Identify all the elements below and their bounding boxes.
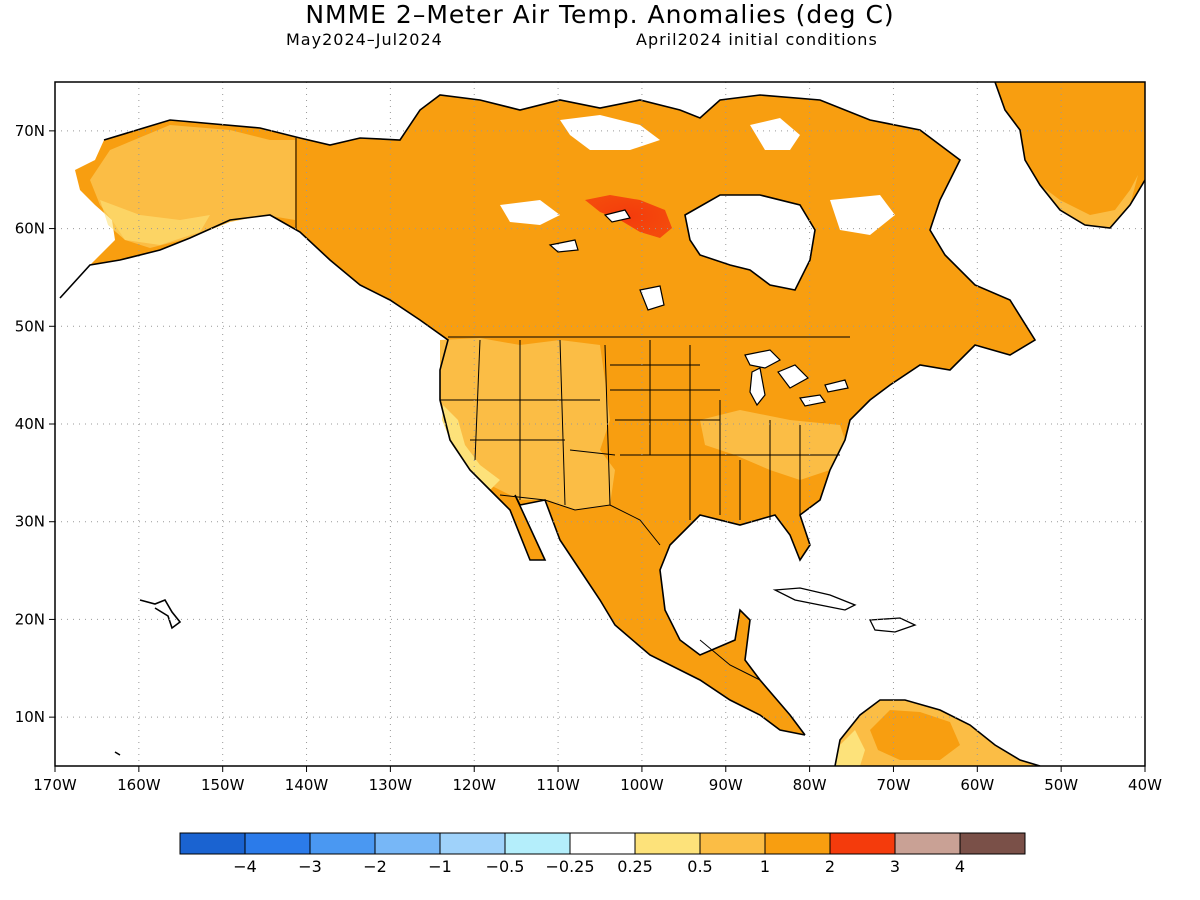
gulf-of-mexico	[665, 515, 795, 610]
longitude-label: 140W	[285, 776, 329, 794]
latitude-label: 50N	[15, 317, 45, 335]
colorbar-label: 3	[890, 857, 900, 876]
colorbar-swatch	[244, 832, 311, 855]
colorbar-label: 4	[955, 857, 965, 876]
latitude-label: 10N	[15, 708, 45, 726]
longitude-label: 150W	[201, 776, 245, 794]
colorbar-label: −0.25	[545, 857, 594, 876]
colorbar-swatch	[764, 832, 831, 855]
colorbar-label: −0.5	[486, 857, 525, 876]
chart-title: NMME 2–Meter Air Temp. Anomalies (deg C)	[305, 0, 895, 29]
forecast-period: May2024–Jul2024	[286, 30, 443, 49]
longitude-label: 70W	[877, 776, 911, 794]
arctic-gap	[560, 115, 660, 150]
arctic-gap	[750, 118, 800, 150]
greenland-edge-zone	[1040, 175, 1138, 228]
colorbar-swatch	[959, 832, 1026, 855]
latitude-label: 70N	[15, 122, 45, 140]
longitude-label: 160W	[117, 776, 161, 794]
longitude-label: 50W	[1044, 776, 1078, 794]
latitude-label: 40N	[15, 415, 45, 433]
colorbar-swatch	[569, 832, 636, 855]
labrador-gap	[830, 195, 895, 235]
colorbar-label: −4	[233, 857, 257, 876]
alaska-faint-zone	[100, 200, 210, 245]
latitude-label: 20N	[15, 610, 45, 628]
political-boundaries	[295, 138, 850, 681]
arctic-gap	[500, 200, 560, 225]
longitude-label: 100W	[620, 776, 664, 794]
colorbar-swatch	[374, 832, 441, 855]
longitude-label: 170W	[33, 776, 77, 794]
latitude-label: 30N	[15, 513, 45, 531]
colorbar-swatch	[829, 832, 896, 855]
longitude-label: 90W	[709, 776, 743, 794]
colorbar-swatch	[894, 832, 961, 855]
south-america-core	[870, 710, 960, 760]
longitude-label: 80W	[793, 776, 827, 794]
greenland-land	[995, 82, 1145, 228]
colorbar-label: −3	[298, 857, 322, 876]
colorbar-label: 0.5	[687, 857, 712, 876]
colorbar-swatch	[309, 832, 376, 855]
longitude-label: 110W	[536, 776, 580, 794]
gridlines	[55, 82, 1145, 766]
hudson-bay	[685, 195, 815, 290]
map-body	[55, 82, 1145, 766]
initial-conditions: April2024 initial conditions	[636, 30, 878, 49]
latitude-label: 60N	[15, 220, 45, 238]
colorbar-swatch	[699, 832, 766, 855]
south-america-light	[835, 730, 865, 766]
colorbar: −4 −3 −2 −1 −0.5 −0.25 0.25 0.5 1 2 3 4	[179, 832, 1026, 876]
longitude-label: 40W	[1128, 776, 1162, 794]
longitude-label: 60W	[960, 776, 994, 794]
hispaniola	[868, 617, 917, 633]
colorbar-label: 2	[825, 857, 835, 876]
colorbar-swatch	[179, 832, 246, 855]
western-us-zone	[440, 338, 615, 510]
colorbar-swatch	[634, 832, 701, 855]
colorbar-label: 0.25	[617, 857, 653, 876]
great-lakes	[548, 209, 849, 407]
colorbar-swatch	[439, 832, 506, 855]
colorbar-swatch	[504, 832, 571, 855]
longitude-label: 130W	[369, 776, 413, 794]
coastlines	[59, 82, 1145, 766]
california-coast-zone	[442, 405, 500, 490]
axis-labels: 170W 160W 150W 140W 130W 120W 110W 100W 90W 80W 70…	[15, 122, 1162, 794]
colorbar-label: −1	[428, 857, 452, 876]
colorbar-label: 1	[760, 857, 770, 876]
colorbar-label: −2	[363, 857, 387, 876]
longitude-label: 120W	[452, 776, 496, 794]
cuba	[772, 587, 857, 611]
east-lighter-zone	[700, 410, 845, 480]
